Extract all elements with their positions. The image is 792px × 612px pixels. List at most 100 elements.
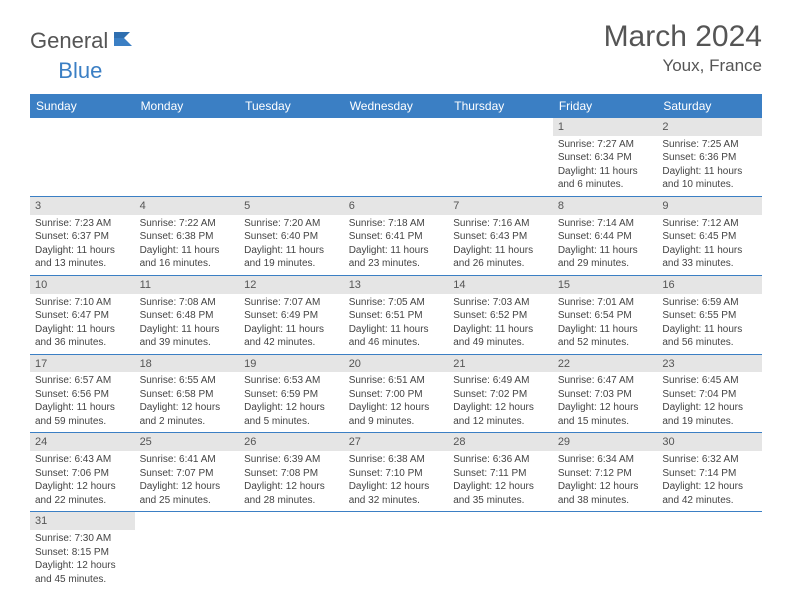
- day-header-row: Sunday Monday Tuesday Wednesday Thursday…: [30, 94, 762, 118]
- day-body: Sunrise: 6:53 AMSunset: 6:59 PMDaylight:…: [239, 372, 344, 432]
- day-body: Sunrise: 7:27 AMSunset: 6:34 PMDaylight:…: [553, 136, 658, 196]
- sunset-text: Sunset: 7:07 PM: [140, 467, 235, 481]
- calendar-row: 3Sunrise: 7:23 AMSunset: 6:37 PMDaylight…: [30, 196, 762, 275]
- location: Youx, France: [604, 56, 762, 76]
- day-body: [448, 530, 553, 536]
- day-header: Friday: [553, 94, 658, 118]
- calendar-cell: 30Sunrise: 6:32 AMSunset: 7:14 PMDayligh…: [657, 433, 762, 512]
- sunset-text: Sunset: 6:34 PM: [558, 151, 653, 165]
- day-number: 17: [30, 355, 135, 373]
- day-number: 11: [135, 276, 240, 294]
- sunset-text: Sunset: 7:11 PM: [453, 467, 548, 481]
- calendar-cell: 25Sunrise: 6:41 AMSunset: 7:07 PMDayligh…: [135, 433, 240, 512]
- sunrise-text: Sunrise: 6:45 AM: [662, 374, 757, 388]
- day-body: [344, 136, 449, 142]
- sunrise-text: Sunrise: 6:39 AM: [244, 453, 339, 467]
- day-body: Sunrise: 7:23 AMSunset: 6:37 PMDaylight:…: [30, 215, 135, 275]
- day-number: [344, 118, 449, 136]
- calendar-cell: 5Sunrise: 7:20 AMSunset: 6:40 PMDaylight…: [239, 196, 344, 275]
- sunset-text: Sunset: 7:03 PM: [558, 388, 653, 402]
- sunrise-text: Sunrise: 7:27 AM: [558, 138, 653, 152]
- daylight-text: Daylight: 11 hours and 59 minutes.: [35, 401, 130, 428]
- day-body: Sunrise: 7:08 AMSunset: 6:48 PMDaylight:…: [135, 294, 240, 354]
- sunrise-text: Sunrise: 7:08 AM: [140, 296, 235, 310]
- sunset-text: Sunset: 6:45 PM: [662, 230, 757, 244]
- sunrise-text: Sunrise: 7:18 AM: [349, 217, 444, 231]
- sunrise-text: Sunrise: 7:23 AM: [35, 217, 130, 231]
- day-body: [657, 530, 762, 536]
- calendar-cell: 3Sunrise: 7:23 AMSunset: 6:37 PMDaylight…: [30, 196, 135, 275]
- calendar-cell: [344, 512, 449, 590]
- day-number: 3: [30, 197, 135, 215]
- day-number: [239, 118, 344, 136]
- daylight-text: Daylight: 11 hours and 52 minutes.: [558, 323, 653, 350]
- sunrise-text: Sunrise: 6:43 AM: [35, 453, 130, 467]
- day-number: 20: [344, 355, 449, 373]
- calendar-cell: 14Sunrise: 7:03 AMSunset: 6:52 PMDayligh…: [448, 275, 553, 354]
- day-number: 28: [448, 433, 553, 451]
- day-body: Sunrise: 6:32 AMSunset: 7:14 PMDaylight:…: [657, 451, 762, 511]
- day-number: 16: [657, 276, 762, 294]
- calendar-cell: 7Sunrise: 7:16 AMSunset: 6:43 PMDaylight…: [448, 196, 553, 275]
- day-number: 25: [135, 433, 240, 451]
- sunset-text: Sunset: 6:55 PM: [662, 309, 757, 323]
- sunrise-text: Sunrise: 7:22 AM: [140, 217, 235, 231]
- sunset-text: Sunset: 7:04 PM: [662, 388, 757, 402]
- day-number: 18: [135, 355, 240, 373]
- calendar-cell: 22Sunrise: 6:47 AMSunset: 7:03 PMDayligh…: [553, 354, 658, 433]
- calendar-cell: [657, 512, 762, 590]
- day-body: Sunrise: 7:01 AMSunset: 6:54 PMDaylight:…: [553, 294, 658, 354]
- daylight-text: Daylight: 12 hours and 32 minutes.: [349, 480, 444, 507]
- day-number: [448, 512, 553, 530]
- daylight-text: Daylight: 11 hours and 42 minutes.: [244, 323, 339, 350]
- day-number: [344, 512, 449, 530]
- day-number: 9: [657, 197, 762, 215]
- sunset-text: Sunset: 6:43 PM: [453, 230, 548, 244]
- calendar-cell: 9Sunrise: 7:12 AMSunset: 6:45 PMDaylight…: [657, 196, 762, 275]
- day-number: 2: [657, 118, 762, 136]
- sunset-text: Sunset: 6:37 PM: [35, 230, 130, 244]
- daylight-text: Daylight: 11 hours and 33 minutes.: [662, 244, 757, 271]
- daylight-text: Daylight: 12 hours and 12 minutes.: [453, 401, 548, 428]
- day-number: 1: [553, 118, 658, 136]
- calendar-cell: [448, 512, 553, 590]
- daylight-text: Daylight: 11 hours and 29 minutes.: [558, 244, 653, 271]
- calendar-cell: 17Sunrise: 6:57 AMSunset: 6:56 PMDayligh…: [30, 354, 135, 433]
- day-body: Sunrise: 6:39 AMSunset: 7:08 PMDaylight:…: [239, 451, 344, 511]
- sunset-text: Sunset: 7:06 PM: [35, 467, 130, 481]
- calendar-cell: 27Sunrise: 6:38 AMSunset: 7:10 PMDayligh…: [344, 433, 449, 512]
- day-body: Sunrise: 6:47 AMSunset: 7:03 PMDaylight:…: [553, 372, 658, 432]
- daylight-text: Daylight: 11 hours and 13 minutes.: [35, 244, 130, 271]
- day-body: Sunrise: 6:36 AMSunset: 7:11 PMDaylight:…: [448, 451, 553, 511]
- daylight-text: Daylight: 11 hours and 36 minutes.: [35, 323, 130, 350]
- daylight-text: Daylight: 12 hours and 42 minutes.: [662, 480, 757, 507]
- day-number: [135, 118, 240, 136]
- sunrise-text: Sunrise: 7:12 AM: [662, 217, 757, 231]
- daylight-text: Daylight: 12 hours and 28 minutes.: [244, 480, 339, 507]
- day-number: 4: [135, 197, 240, 215]
- day-body: Sunrise: 7:12 AMSunset: 6:45 PMDaylight:…: [657, 215, 762, 275]
- calendar-cell: 1Sunrise: 7:27 AMSunset: 6:34 PMDaylight…: [553, 118, 658, 196]
- day-body: Sunrise: 7:03 AMSunset: 6:52 PMDaylight:…: [448, 294, 553, 354]
- daylight-text: Daylight: 12 hours and 25 minutes.: [140, 480, 235, 507]
- sunset-text: Sunset: 6:48 PM: [140, 309, 235, 323]
- calendar-page: General March 2024 Youx, France General …: [0, 0, 792, 610]
- calendar-cell: [239, 118, 344, 196]
- day-number: 30: [657, 433, 762, 451]
- calendar-cell: 29Sunrise: 6:34 AMSunset: 7:12 PMDayligh…: [553, 433, 658, 512]
- sunrise-text: Sunrise: 6:34 AM: [558, 453, 653, 467]
- day-body: Sunrise: 6:57 AMSunset: 6:56 PMDaylight:…: [30, 372, 135, 432]
- day-number: 24: [30, 433, 135, 451]
- sunset-text: Sunset: 6:49 PM: [244, 309, 339, 323]
- daylight-text: Daylight: 12 hours and 9 minutes.: [349, 401, 444, 428]
- sunrise-text: Sunrise: 7:01 AM: [558, 296, 653, 310]
- month-title: March 2024: [604, 20, 762, 54]
- day-number: 8: [553, 197, 658, 215]
- day-number: 6: [344, 197, 449, 215]
- sunrise-text: Sunrise: 6:36 AM: [453, 453, 548, 467]
- day-number: 13: [344, 276, 449, 294]
- day-number: 31: [30, 512, 135, 530]
- sunrise-text: Sunrise: 6:57 AM: [35, 374, 130, 388]
- sunrise-text: Sunrise: 7:30 AM: [35, 532, 130, 546]
- calendar-cell: [30, 118, 135, 196]
